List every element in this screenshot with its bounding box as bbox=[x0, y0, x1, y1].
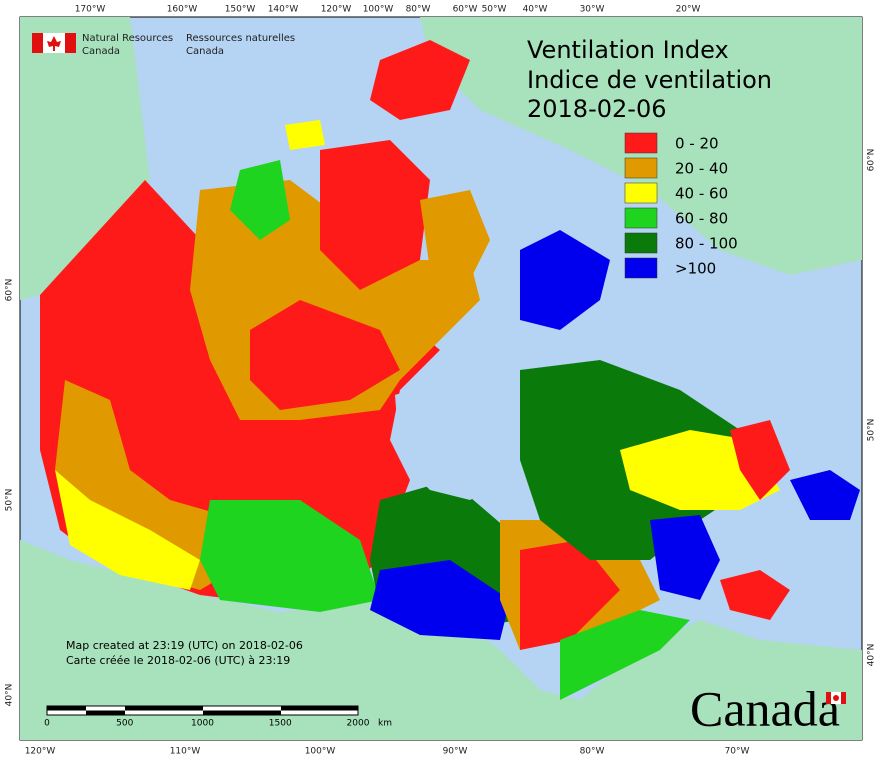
agency-fr: Ressources naturelles bbox=[186, 33, 295, 44]
lat-label: 50°N bbox=[867, 419, 877, 442]
legend-swatch bbox=[624, 257, 658, 279]
lon-label: 100°W bbox=[305, 747, 336, 757]
graticule-labels: 170°W 160°W 150°W 140°W 120°W 100°W 80°W… bbox=[5, 5, 877, 757]
lon-label: 140°W bbox=[268, 5, 299, 15]
date: 2018-02-06 bbox=[527, 95, 666, 123]
wordmark: Canada bbox=[690, 680, 840, 736]
lon-label: 160°W bbox=[167, 5, 198, 15]
lat-label: 60°N bbox=[5, 279, 15, 302]
legend-label: 20 - 40 bbox=[675, 160, 728, 178]
lon-label: 100°W bbox=[363, 5, 394, 15]
lon-label: 70°W bbox=[725, 747, 750, 757]
scale-bar: 0 500 1000 1500 2000 km bbox=[44, 705, 392, 729]
lon-label: 110°W bbox=[170, 747, 201, 757]
agency-fr: Canada bbox=[186, 46, 224, 57]
credit: Map created at 23:19 (UTC) on 2018-02-06 bbox=[66, 639, 303, 652]
scale-label: 0 bbox=[44, 719, 50, 729]
legend: 0 - 20 20 - 40 40 - 60 60 - 80 80 - 100 >100 bbox=[624, 132, 738, 279]
lon-label: 120°W bbox=[25, 747, 56, 757]
legend-swatch bbox=[624, 132, 658, 154]
canada-wordmark: Canada bbox=[690, 680, 846, 736]
legend-label: >100 bbox=[675, 260, 716, 278]
legend-label: 60 - 80 bbox=[675, 210, 728, 228]
lon-label: 150°W bbox=[225, 5, 256, 15]
legend-label: 80 - 100 bbox=[675, 235, 738, 253]
legend-label: 0 - 20 bbox=[675, 135, 719, 153]
legend-swatch bbox=[624, 207, 658, 229]
lat-label: 60°N bbox=[867, 149, 877, 172]
lon-label: 40°W bbox=[523, 5, 548, 15]
legend-label: 40 - 60 bbox=[675, 185, 728, 203]
lon-label: 50°W bbox=[482, 5, 507, 15]
legend-swatch bbox=[624, 157, 658, 179]
lat-label: 40°N bbox=[867, 644, 877, 667]
lon-label: 80°W bbox=[580, 747, 605, 757]
title: Indice de ventilation bbox=[527, 66, 772, 94]
lon-label: 60°W bbox=[453, 5, 478, 15]
ventilation-fill bbox=[40, 40, 860, 700]
lat-label: 50°N bbox=[5, 489, 15, 512]
lon-label: 170°W bbox=[75, 5, 106, 15]
scale-label: 1500 bbox=[269, 719, 292, 729]
scale-unit: km bbox=[378, 719, 392, 729]
lon-label: 90°W bbox=[443, 747, 468, 757]
lon-label: 120°W bbox=[321, 5, 352, 15]
legend-swatch bbox=[624, 182, 658, 204]
title: Ventilation Index bbox=[527, 36, 729, 64]
scale-label: 1000 bbox=[191, 719, 214, 729]
lon-label: 20°W bbox=[676, 5, 701, 15]
legend-swatch bbox=[624, 232, 658, 254]
agency-en: Natural Resources bbox=[82, 33, 173, 44]
agency-en: Canada bbox=[82, 46, 120, 57]
lat-label: 40°N bbox=[5, 684, 15, 707]
scale-label: 500 bbox=[116, 719, 133, 729]
nrcan-signature: Natural Resources Canada Ressources natu… bbox=[32, 33, 295, 57]
lon-label: 30°W bbox=[580, 5, 605, 15]
scale-label: 2000 bbox=[347, 719, 370, 729]
credit: Carte créée le 2018-02-06 (UTC) à 23:19 bbox=[66, 654, 290, 667]
lon-label: 80°W bbox=[406, 5, 431, 15]
